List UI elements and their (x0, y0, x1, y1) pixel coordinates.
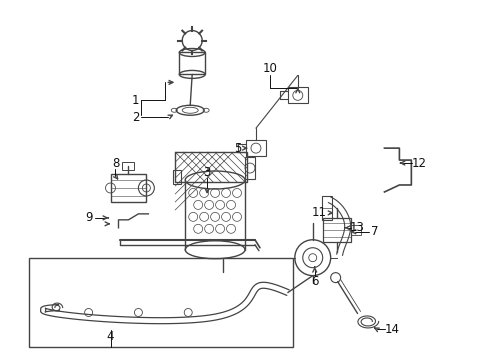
Bar (322, 218, 350, 242)
Text: 5: 5 (234, 141, 241, 155)
Text: 3: 3 (203, 166, 210, 179)
Text: 7: 7 (370, 225, 378, 238)
Text: 4: 4 (106, 330, 114, 343)
Text: 1: 1 (131, 94, 139, 107)
Bar (245, 140, 265, 156)
Bar (244, 157, 254, 179)
Text: 11: 11 (310, 206, 325, 219)
Text: 2: 2 (131, 111, 139, 124)
Text: 10: 10 (262, 62, 277, 75)
Bar (287, 87, 307, 103)
Text: 8: 8 (112, 157, 119, 170)
Text: 14: 14 (384, 323, 399, 336)
Text: 13: 13 (349, 221, 364, 234)
Bar (179, 53, 205, 75)
Bar (173, 170, 181, 184)
Bar (29, 258, 292, 347)
Bar (175, 152, 246, 182)
Bar (321, 196, 331, 220)
Text: 9: 9 (85, 211, 92, 224)
Bar (110, 174, 146, 202)
Text: 12: 12 (411, 157, 426, 170)
Bar (122, 162, 134, 170)
Bar (350, 225, 360, 235)
Text: 6: 6 (310, 275, 318, 288)
